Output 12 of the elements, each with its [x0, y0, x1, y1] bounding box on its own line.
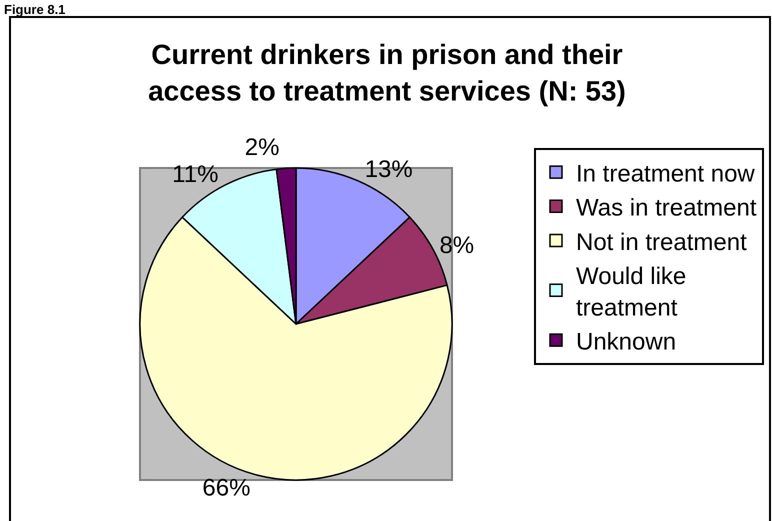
legend-label: In treatment now	[576, 160, 756, 188]
legend-label: Not in treatment	[576, 228, 748, 256]
legend-label: Would like treatment	[576, 263, 686, 322]
chart-title: Current drinkers in prison and their access to treatment services (N: 53)	[148, 39, 626, 106]
legend-label: Unknown	[576, 328, 676, 356]
data-label: 8%	[439, 232, 474, 260]
caption: Figure 8.1	[4, 2, 66, 17]
data-label: 13%	[364, 156, 413, 183]
data-label: 2%	[244, 134, 280, 161]
data-label: 66%	[202, 474, 250, 502]
data-label: 11%	[172, 160, 218, 188]
legend-label: Was in treatment	[576, 194, 757, 222]
